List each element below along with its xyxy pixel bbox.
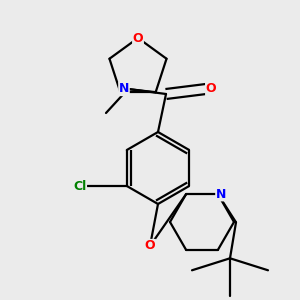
Text: Cl: Cl [73,179,86,193]
Text: O: O [145,239,155,253]
Text: N: N [119,82,129,95]
Text: N: N [216,188,226,201]
Text: O: O [133,32,143,44]
Text: O: O [206,82,216,95]
